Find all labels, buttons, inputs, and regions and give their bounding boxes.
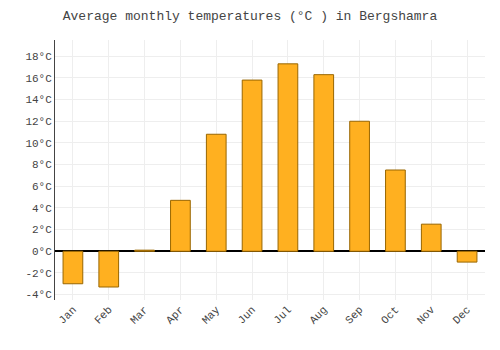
svg-text:Jul: Jul bbox=[271, 304, 293, 326]
svg-text:10°C: 10°C bbox=[25, 138, 52, 150]
svg-text:Jan: Jan bbox=[56, 304, 78, 326]
svg-text:May: May bbox=[200, 304, 223, 327]
svg-text:Apr: Apr bbox=[164, 304, 186, 326]
svg-text:Mar: Mar bbox=[128, 304, 150, 326]
svg-text:-4°C: -4°C bbox=[25, 289, 52, 301]
svg-text:0°C: 0°C bbox=[32, 246, 52, 258]
svg-text:Feb: Feb bbox=[92, 304, 114, 326]
svg-text:4°C: 4°C bbox=[32, 203, 52, 215]
svg-text:12°C: 12°C bbox=[25, 116, 52, 128]
svg-text:Aug: Aug bbox=[307, 304, 329, 326]
svg-text:14°C: 14°C bbox=[25, 94, 52, 106]
svg-text:6°C: 6°C bbox=[32, 181, 52, 193]
svg-text:Nov: Nov bbox=[415, 304, 438, 327]
svg-text:2°C: 2°C bbox=[32, 224, 52, 236]
svg-text:Dec: Dec bbox=[451, 304, 473, 326]
svg-text:Sep: Sep bbox=[343, 304, 365, 326]
svg-text:Average monthly temperatures (: Average monthly temperatures (°C ) in Be… bbox=[63, 9, 438, 24]
svg-text:18°C: 18°C bbox=[25, 51, 52, 63]
svg-text:-2°C: -2°C bbox=[25, 268, 52, 280]
svg-text:8°C: 8°C bbox=[32, 159, 52, 171]
svg-text:Jun: Jun bbox=[236, 304, 258, 326]
svg-text:Oct: Oct bbox=[379, 304, 401, 326]
svg-text:16°C: 16°C bbox=[25, 73, 52, 85]
